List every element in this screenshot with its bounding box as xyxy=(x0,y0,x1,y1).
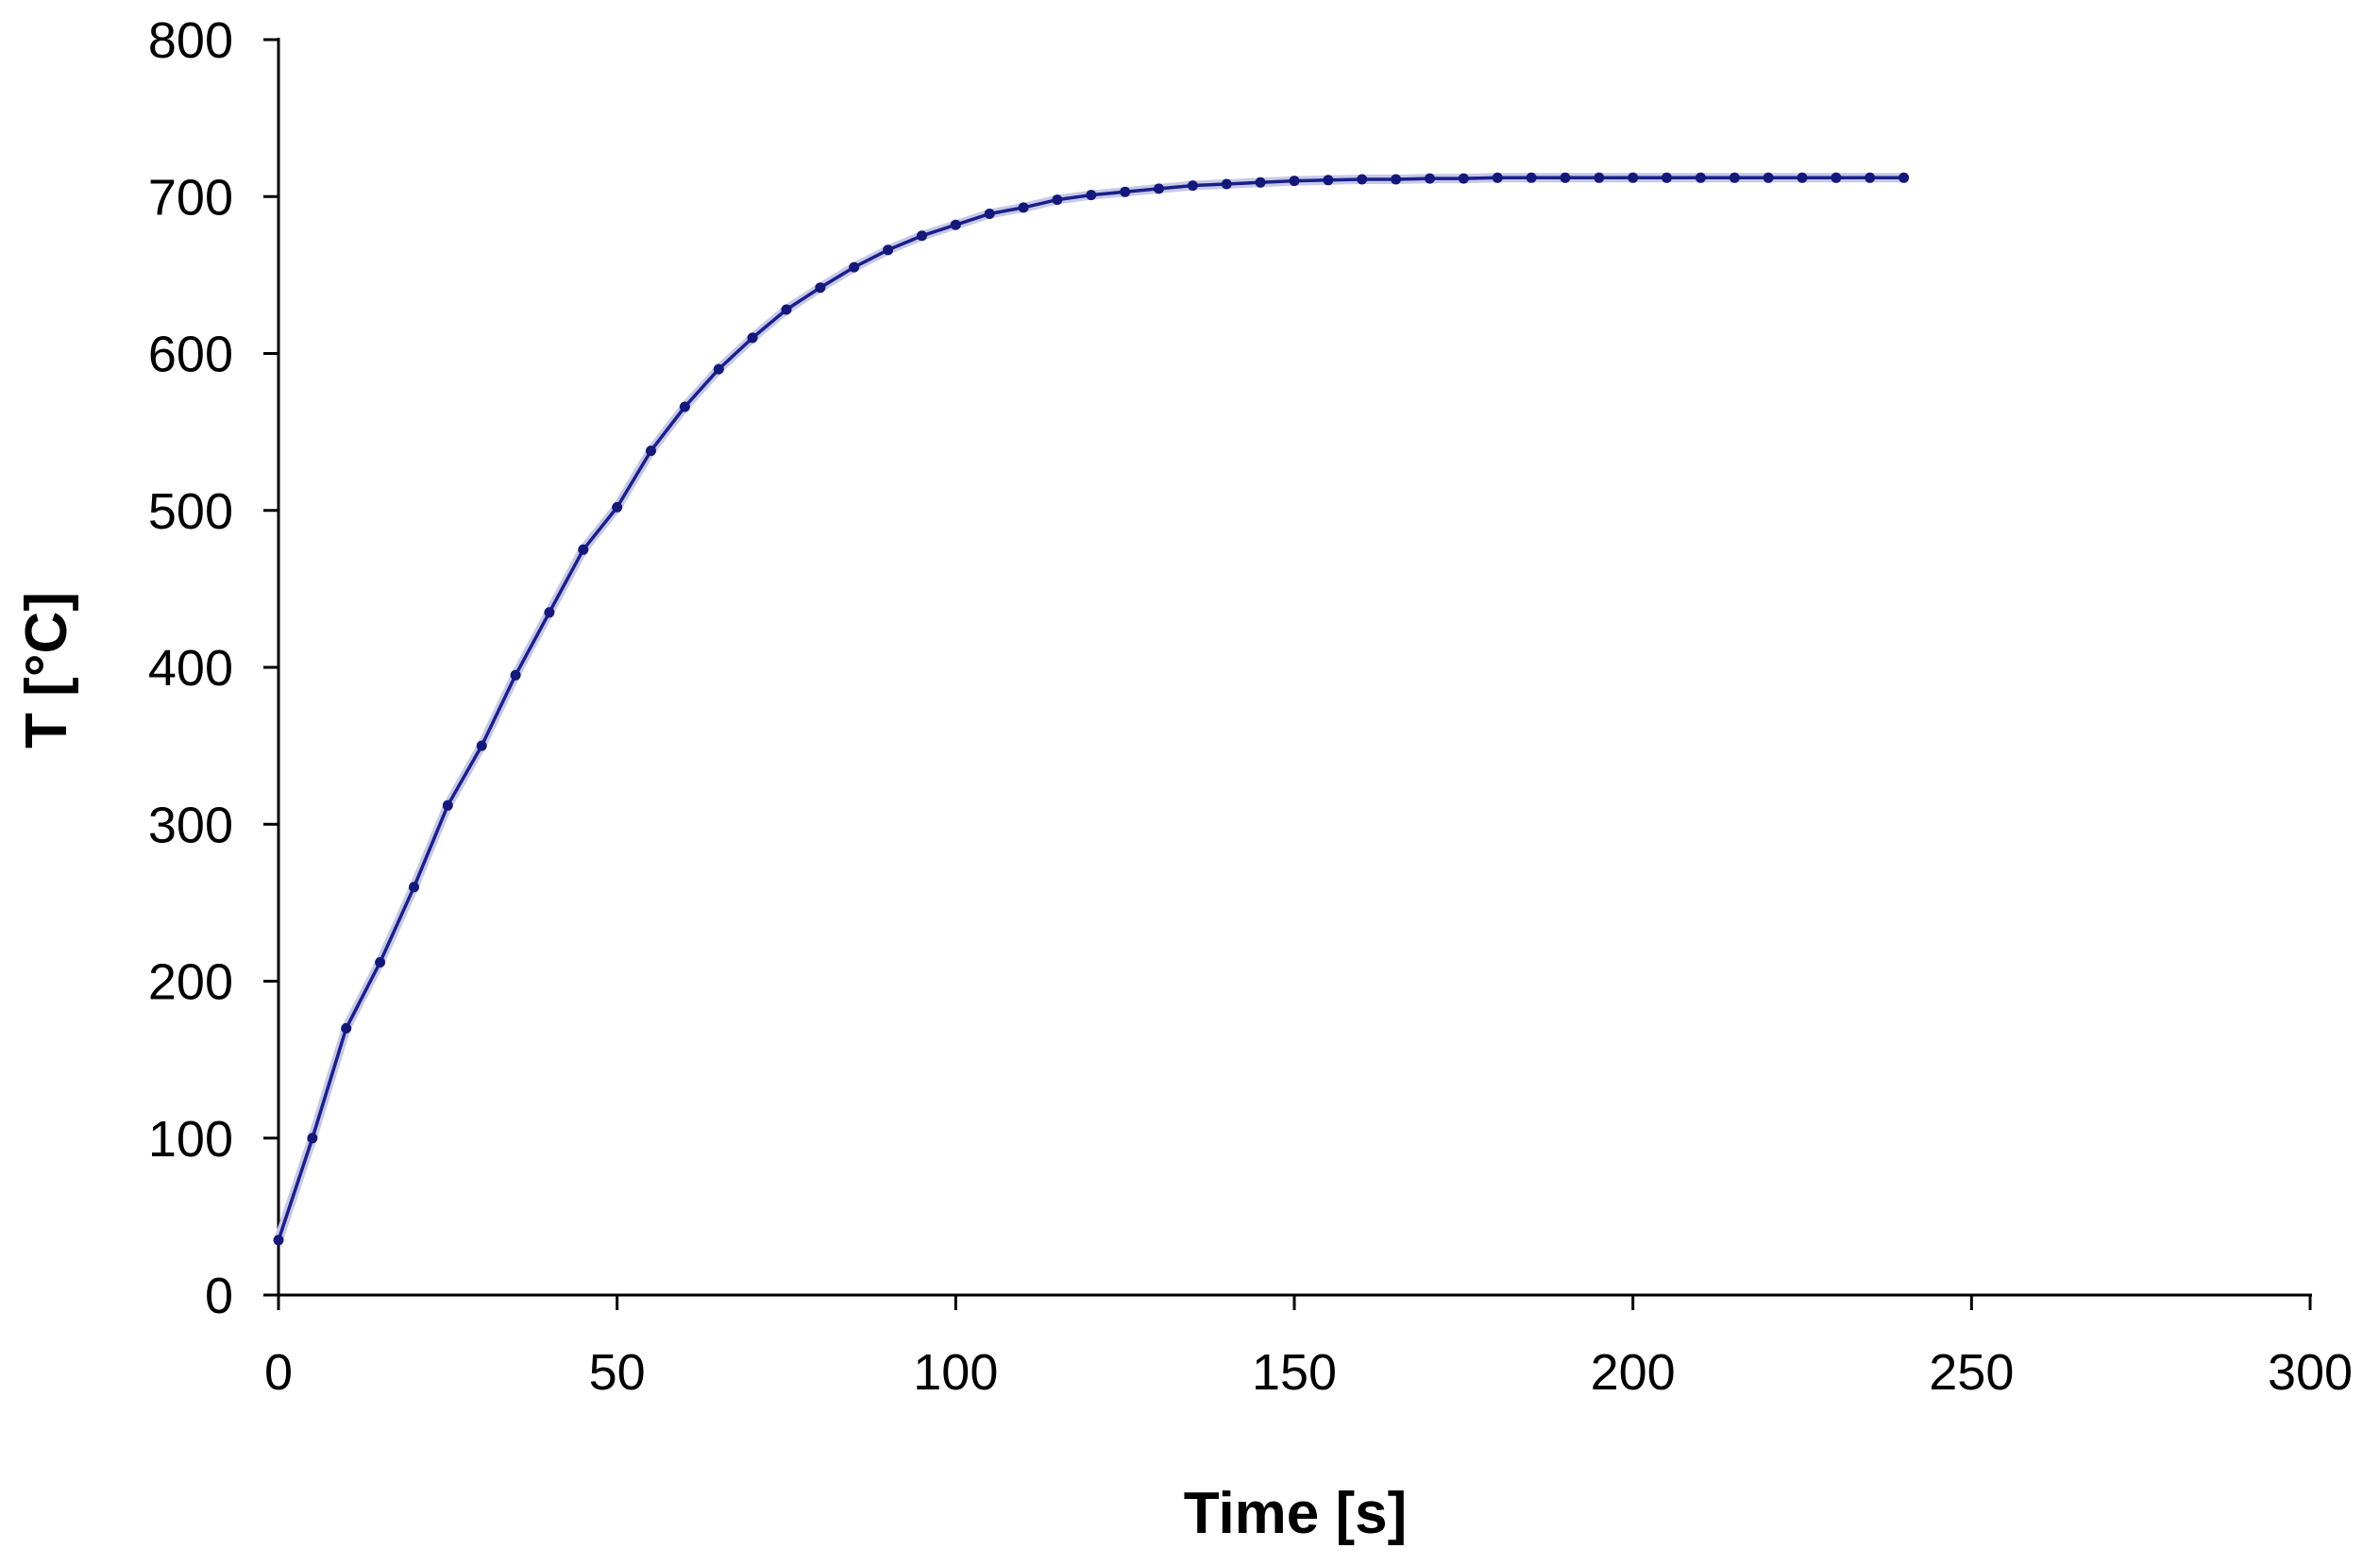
data-point xyxy=(1695,172,1706,183)
data-point xyxy=(1255,177,1266,188)
y-tick-label: 400 xyxy=(148,640,233,697)
x-axis-title: Time [s] xyxy=(1184,1481,1408,1546)
data-point xyxy=(375,957,386,968)
x-tick-label: 0 xyxy=(264,1344,293,1401)
data-point xyxy=(883,244,894,256)
y-tick-label: 500 xyxy=(148,483,233,540)
data-point xyxy=(1187,180,1198,192)
data-point xyxy=(273,1235,284,1246)
data-point xyxy=(578,544,589,555)
data-point xyxy=(1594,172,1605,183)
data-point xyxy=(1323,175,1334,186)
data-point xyxy=(612,501,623,513)
y-tick-label: 300 xyxy=(148,797,233,853)
data-point xyxy=(1729,172,1740,183)
x-tick-label: 50 xyxy=(589,1344,646,1401)
data-point xyxy=(409,882,419,893)
data-point xyxy=(1425,173,1435,184)
data-point xyxy=(917,230,927,242)
data-point xyxy=(476,740,487,751)
data-point xyxy=(1086,190,1097,201)
data-point xyxy=(544,607,555,618)
y-tick-label: 200 xyxy=(148,954,233,1011)
data-point xyxy=(1797,172,1808,183)
data-point xyxy=(713,363,724,375)
data-point xyxy=(307,1133,318,1144)
x-tick-label: 300 xyxy=(2268,1344,2353,1401)
x-tick-label: 200 xyxy=(1591,1344,1676,1401)
data-point xyxy=(1154,183,1164,194)
data-point xyxy=(1526,172,1537,183)
data-point xyxy=(1391,174,1402,185)
x-tick-label: 150 xyxy=(1252,1344,1337,1401)
data-point xyxy=(984,209,995,219)
data-point xyxy=(1628,172,1639,183)
y-tick-label: 800 xyxy=(148,12,233,69)
data-point xyxy=(1357,174,1368,185)
data-point xyxy=(950,219,961,230)
data-point xyxy=(1899,172,1910,183)
y-tick-label: 600 xyxy=(148,327,233,383)
data-point xyxy=(1052,194,1063,206)
data-point xyxy=(646,446,656,457)
y-axis-title: T [°C] xyxy=(14,592,79,749)
data-point xyxy=(1831,172,1842,183)
data-point xyxy=(1120,186,1131,197)
y-tick-label: 700 xyxy=(148,169,233,226)
series-layer xyxy=(273,172,1910,1246)
y-tick-label: 100 xyxy=(148,1111,233,1168)
data-point xyxy=(1492,172,1503,183)
y-tick-label: 0 xyxy=(205,1268,233,1324)
data-point xyxy=(510,669,521,681)
axes: 0 100 200 300 400 500 600 700 800 0 50 100 150 200 250… xyxy=(148,12,2353,1401)
data-point xyxy=(442,799,453,811)
x-tick-label: 250 xyxy=(1929,1344,2014,1401)
data-point xyxy=(1560,172,1571,183)
data-point xyxy=(1018,202,1029,213)
data-point xyxy=(849,261,860,273)
data-point xyxy=(1865,172,1876,183)
data-point xyxy=(1763,172,1774,183)
data-point xyxy=(1221,178,1232,190)
data-point xyxy=(781,304,792,315)
data-point xyxy=(1662,172,1672,183)
data-point xyxy=(815,282,826,294)
data-point xyxy=(747,332,758,344)
data-point xyxy=(1289,176,1300,187)
data-point xyxy=(679,401,690,412)
data-point xyxy=(341,1022,352,1034)
x-tick-label: 100 xyxy=(913,1344,998,1401)
data-point xyxy=(1458,173,1469,184)
